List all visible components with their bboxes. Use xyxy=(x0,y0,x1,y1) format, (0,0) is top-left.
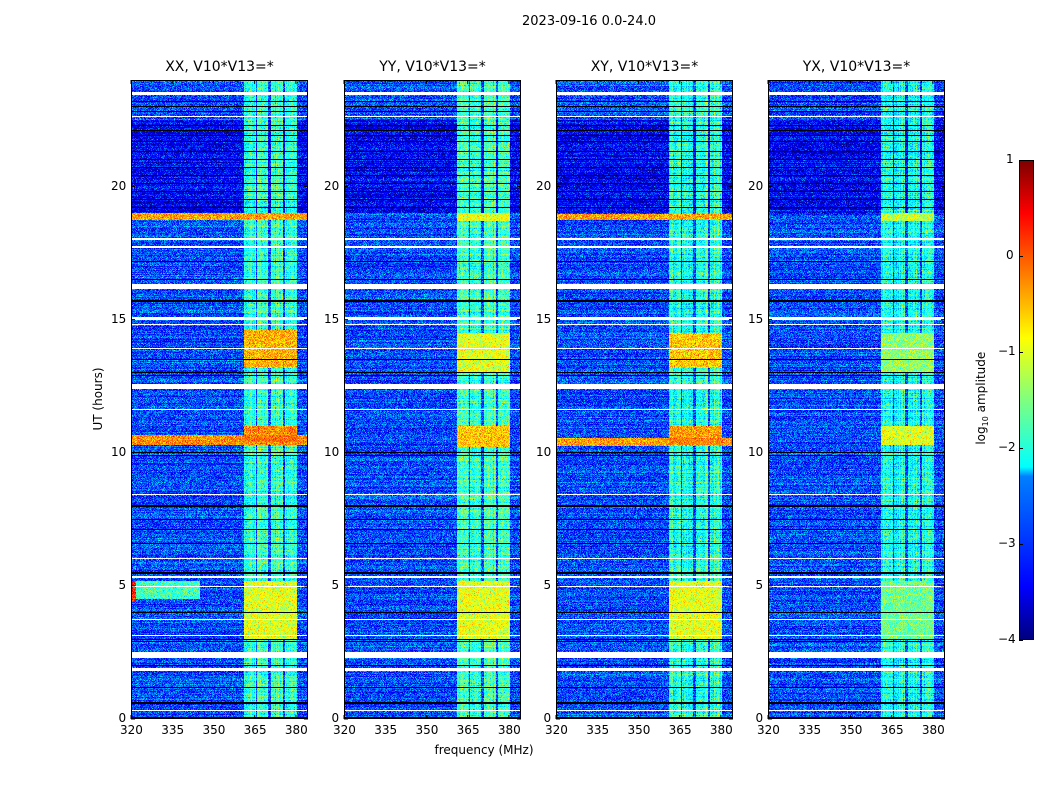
panel-title: XX, V10*V13=* xyxy=(165,59,274,75)
x-tick-label: 365 xyxy=(243,723,267,737)
x-tick-label: 335 xyxy=(161,723,185,737)
colorbar-tick xyxy=(1019,544,1023,545)
colorbar-tick-label: −1 xyxy=(998,344,1016,358)
y-tick-label: 20 xyxy=(748,178,764,193)
x-axis-label: frequency (MHz) xyxy=(434,743,534,757)
y-tick-label: 10 xyxy=(536,444,552,459)
y-tick-label: 20 xyxy=(111,178,127,193)
colorbar-tick xyxy=(1019,640,1023,641)
axes-frame xyxy=(343,80,521,720)
colorbar-tick-label: −2 xyxy=(998,440,1016,454)
axes-frame xyxy=(555,80,733,720)
spectrogram-panel-yy xyxy=(343,80,521,720)
y-tick-label: 0 xyxy=(118,711,127,725)
y-tick-label: 15 xyxy=(536,311,552,326)
colorbar-label: log10 amplitude xyxy=(973,351,991,445)
spectrogram-panel-xx xyxy=(130,80,308,720)
figure-title: 2023-09-16 0.0-24.0 xyxy=(522,14,656,29)
x-tick-label: 320 xyxy=(120,723,143,737)
x-tick-label: 335 xyxy=(798,723,822,737)
colorbar-tick xyxy=(1019,448,1023,449)
colorbar-tick-label: 1 xyxy=(1006,152,1014,166)
x-tick-label: 380 xyxy=(921,723,945,737)
y-tick-label: 15 xyxy=(324,311,340,326)
colorbar-tick xyxy=(1019,352,1023,353)
axes-frame xyxy=(130,80,308,720)
panel-title: YX, V10*V13=* xyxy=(802,59,911,75)
y-tick-label: 10 xyxy=(111,444,127,459)
x-tick-label: 320 xyxy=(757,723,780,737)
y-tick-label: 20 xyxy=(536,178,552,193)
x-tick-label: 365 xyxy=(668,723,692,737)
x-tick-label: 350 xyxy=(202,723,226,737)
y-tick-label: 0 xyxy=(755,711,764,725)
x-tick-label: 380 xyxy=(497,723,521,737)
panel-title: XY, V10*V13=* xyxy=(590,59,699,75)
y-tick-label: 5 xyxy=(755,577,764,592)
colorbar-tick-label: −3 xyxy=(998,536,1016,550)
x-tick-label: 320 xyxy=(333,723,356,737)
spectrogram-image xyxy=(556,80,733,719)
x-tick-label: 320 xyxy=(545,723,568,737)
y-tick-label: 5 xyxy=(543,577,552,592)
axes-frame xyxy=(767,80,945,720)
colorbar-tick-label: −4 xyxy=(998,632,1016,646)
x-tick-label: 380 xyxy=(284,723,308,737)
colorbar-tick-label: 0 xyxy=(1006,248,1014,262)
x-tick-label: 350 xyxy=(415,723,439,737)
spectrogram-image xyxy=(344,80,521,719)
spectrogram-panel-xy xyxy=(555,80,733,720)
x-tick-label: 365 xyxy=(456,723,480,737)
spectrogram-image xyxy=(131,80,308,719)
x-tick-label: 380 xyxy=(709,723,733,737)
x-tick-label: 350 xyxy=(627,723,651,737)
x-tick-label: 365 xyxy=(880,723,904,737)
y-tick-label: 0 xyxy=(331,711,340,725)
x-tick-label: 350 xyxy=(839,723,863,737)
colorbar-tick xyxy=(1019,160,1023,161)
x-tick-label: 335 xyxy=(586,723,610,737)
x-tick-label: 335 xyxy=(374,723,398,737)
y-axis-label: UT (hours) xyxy=(91,367,105,431)
y-tick-label: 15 xyxy=(748,311,764,326)
y-tick-label: 10 xyxy=(748,444,764,459)
colorbar xyxy=(1019,160,1034,640)
y-tick-label: 20 xyxy=(324,178,340,193)
colorbar-tick xyxy=(1019,256,1023,257)
panel-title: YY, V10*V13=* xyxy=(379,59,486,75)
y-tick-label: 5 xyxy=(331,577,340,592)
y-tick-label: 10 xyxy=(324,444,340,459)
spectrogram-image xyxy=(768,80,945,719)
y-tick-label: 15 xyxy=(111,311,127,326)
y-tick-label: 0 xyxy=(543,711,552,725)
y-tick-label: 5 xyxy=(118,577,127,592)
spectrogram-panel-yx xyxy=(767,80,945,720)
